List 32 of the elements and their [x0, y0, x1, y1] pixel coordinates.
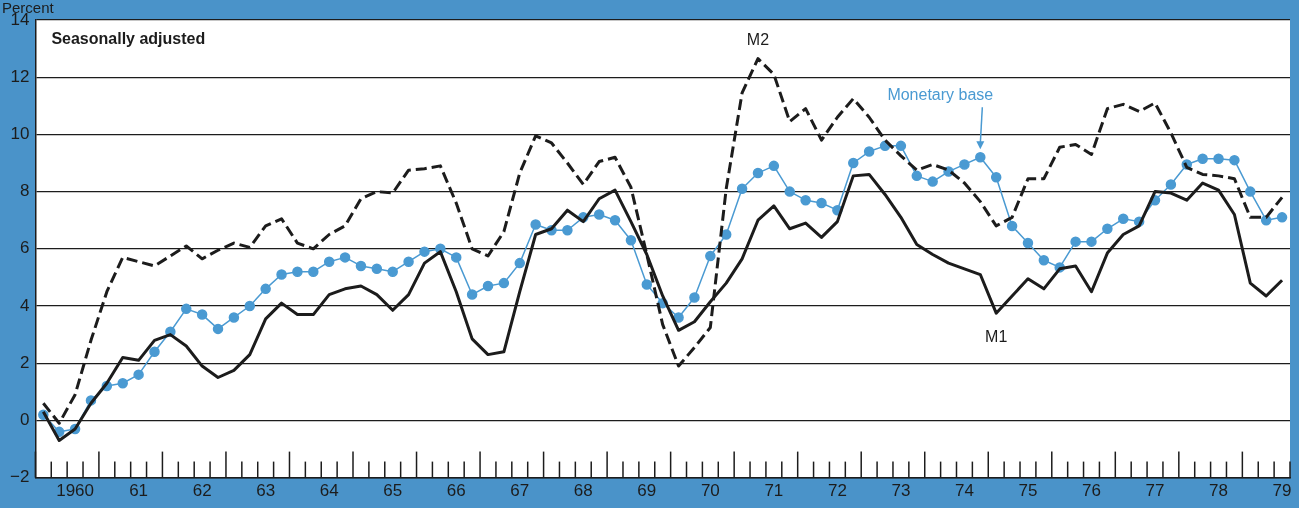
y-tick-label: −2 [9, 467, 30, 487]
x-tick-label: 62 [192, 481, 212, 501]
y-tick-label: 12 [10, 66, 30, 86]
y-tick-label: 2 [19, 352, 30, 372]
x-tick-label: 70 [700, 481, 720, 501]
x-tick-label: 66 [446, 481, 466, 501]
x-tick-label: 74 [954, 481, 974, 501]
x-tick-label: 69 [637, 481, 657, 501]
y-tick-label: 8 [19, 181, 30, 201]
x-tick-label: 75 [1018, 481, 1038, 501]
x-tick-label: 1960 [56, 481, 94, 501]
annotation: Seasonally adjusted [51, 30, 206, 48]
x-tick-label: 77 [1145, 481, 1165, 501]
x-tick-label: 63 [256, 481, 276, 501]
x-tick-label: 72 [827, 481, 847, 501]
y-tick-label: 4 [19, 295, 30, 315]
x-tick-label: 73 [891, 481, 911, 501]
x-tick-label: 78 [1209, 481, 1228, 501]
x-tick-label: 71 [764, 481, 784, 501]
x-tick-label: 67 [510, 481, 530, 501]
series-label: M1 [985, 327, 1008, 345]
y-tick-label: 6 [19, 238, 30, 258]
x-tick-label: 61 [129, 481, 149, 501]
x-tick-label: 64 [319, 481, 339, 501]
y-tick-label: 10 [10, 124, 30, 144]
x-tick-label: 68 [573, 481, 593, 501]
x-tick-label: 76 [1082, 481, 1101, 501]
x-tick-label: 79 [1272, 481, 1292, 501]
x-tick-label: 65 [383, 481, 403, 501]
series-label: M2 [746, 31, 770, 49]
text: Monetary base [887, 85, 994, 103]
y-tick-label: 0 [19, 410, 30, 430]
